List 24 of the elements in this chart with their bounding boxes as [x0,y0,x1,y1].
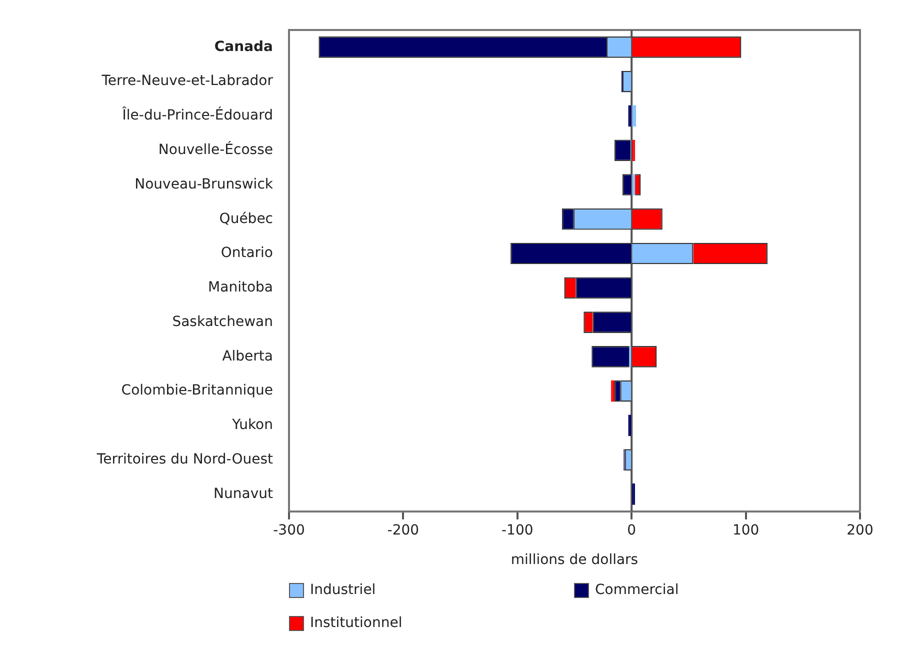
y-tick-label: Alberta [222,348,273,364]
x-tick-label: 0 [627,522,636,538]
y-tick-label: Nunavut [214,486,274,502]
y-tick-label: Canada [214,38,273,55]
y-tick-label: Nouveau-Brunswick [134,176,274,192]
y-tick-label: Yukon [231,417,273,434]
x-tick-label: -300 [273,522,305,538]
y-tick-label: Saskatchewan [172,314,273,330]
x-tick-label: 200 [846,522,874,538]
y-tick-label: Terre-Neuve-et-Labrador [100,73,274,90]
y-tick-label: Île-du-Prince-Édouard [122,106,273,124]
y-tick-label: Québec [219,210,273,227]
legend-label: Institutionnel [310,615,402,631]
x-tick-label: -200 [387,522,420,538]
y-tick-label: Manitoba [208,280,273,296]
x-tick-label: -100 [502,522,534,538]
legend-label: Industriel [310,582,376,598]
y-tick-label: Colombie-Britannique [121,382,273,399]
legend-label: Commercial [595,582,679,598]
y-tick-label: Territoires du Nord-Ouest [96,451,274,468]
x-tick-label: 100 [732,522,760,538]
x-axis-title: millions de dollars [510,552,638,568]
y-tick-label: Ontario [220,245,273,262]
y-tick-label: Nouvelle-Écosse [158,140,273,158]
